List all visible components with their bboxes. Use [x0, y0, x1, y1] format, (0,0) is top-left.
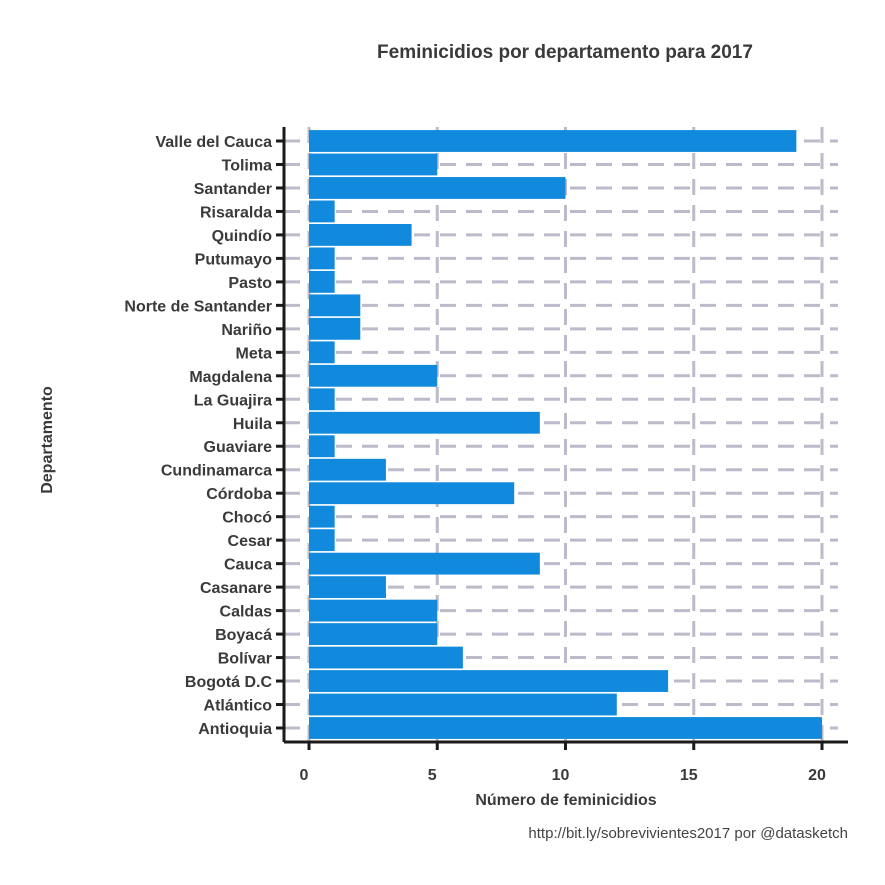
y-tick-label: Magdalena	[189, 369, 272, 386]
bar	[309, 294, 361, 317]
bar	[309, 341, 335, 364]
y-tick-label: Casanare	[200, 580, 272, 597]
y-tick-label: Huila	[233, 416, 272, 433]
y-tick-label: La Guajira	[194, 392, 272, 409]
bar	[309, 153, 438, 176]
bars	[309, 130, 822, 739]
y-tick-label: Caldas	[220, 604, 273, 621]
y-tick-label: Santander	[194, 181, 272, 198]
bar	[309, 693, 617, 716]
x-tick-label: 5	[428, 767, 437, 784]
y-tick-label: Putumayo	[195, 251, 273, 268]
y-tick-label: Bolívar	[218, 651, 272, 668]
bar	[309, 623, 438, 645]
x-tick-label: 0	[300, 767, 309, 784]
bar	[309, 552, 540, 575]
bar	[309, 435, 335, 458]
y-axis-title: Departamento	[39, 386, 56, 494]
y-tick-label: Tolima	[222, 157, 272, 174]
y-tick-label: Chocó	[222, 510, 272, 527]
bar	[309, 317, 361, 340]
bar	[309, 599, 438, 622]
bar	[309, 411, 540, 434]
x-axis-title: Número de feminicidios	[475, 792, 656, 809]
y-tick-label: Risaralda	[200, 204, 272, 221]
y-tick-label: Atlántico	[204, 698, 273, 715]
y-tick-label: Pasto	[228, 275, 272, 292]
bar	[309, 646, 463, 669]
chart-caption: http://bit.ly/sobrevivientes2017 por @da…	[528, 825, 848, 842]
bar	[309, 130, 797, 152]
bar	[309, 200, 335, 223]
y-tick-label: Meta	[236, 345, 273, 362]
y-tick-label: Cauca	[224, 557, 272, 574]
bar	[309, 364, 438, 387]
x-tick-label: 15	[680, 767, 698, 784]
y-tick-label: Boyacá	[215, 627, 272, 644]
y-tick-label: Valle del Cauca	[155, 134, 272, 151]
bar	[309, 482, 515, 505]
bar	[309, 529, 335, 552]
y-tick-label: Antioquia	[198, 721, 272, 738]
bar	[309, 717, 822, 739]
bar	[309, 458, 386, 481]
y-tick-labels: Antioquia Atlántico Bogotá D.C Bolívar Boyac…	[124, 134, 272, 738]
y-tick-label: Guaviare	[204, 439, 273, 456]
y-tick-label: Córdoba	[206, 486, 272, 503]
axes	[276, 127, 848, 750]
x-tick-label: 10	[552, 767, 570, 784]
x-tick-label: 20	[808, 767, 826, 784]
bar	[309, 224, 412, 246]
y-tick-label: Nariño	[221, 322, 272, 339]
chart-title: Feminicidios por departamento para 2017	[377, 42, 753, 63]
bar	[309, 177, 566, 199]
x-tick-labels: 0 5 10 15 20	[300, 767, 826, 784]
bar	[309, 576, 386, 599]
bar	[309, 388, 335, 411]
y-tick-label: Cesar	[228, 533, 272, 550]
y-tick-label: Bogotá D.C	[185, 674, 273, 691]
y-tick-label: Norte de Santander	[124, 298, 272, 315]
bar	[309, 670, 669, 692]
bar	[309, 505, 335, 528]
y-tick-label: Cundinamarca	[161, 463, 272, 480]
bar	[309, 247, 335, 270]
bar	[309, 270, 335, 293]
y-tick-label: Quindío	[212, 228, 273, 245]
